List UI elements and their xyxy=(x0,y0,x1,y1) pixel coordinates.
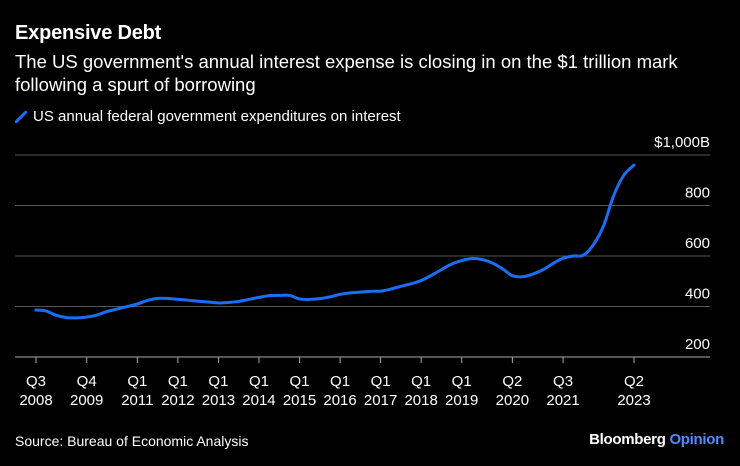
legend: US annual federal government expenditure… xyxy=(15,108,401,125)
y-tick-label: 600 xyxy=(685,235,710,252)
chart-title: Expensive Debt xyxy=(15,22,162,44)
brand-suffix: Opinion xyxy=(669,431,724,448)
x-tick-year: 2016 xyxy=(323,392,356,409)
series-line xyxy=(34,163,636,320)
x-tick-year: 2017 xyxy=(364,392,397,409)
brand-name: Bloomberg xyxy=(589,431,666,448)
x-tick-year: 2015 xyxy=(283,392,316,409)
x-tick-quarter: Q1 xyxy=(371,373,391,390)
x-tick-year: 2011 xyxy=(121,392,153,409)
x-tick-year: 2023 xyxy=(617,392,650,409)
x-tick-year: 2018 xyxy=(404,392,437,409)
y-tick-label: 400 xyxy=(685,286,710,303)
x-tick-year: 2020 xyxy=(496,392,529,409)
legend-label: US annual federal government expenditure… xyxy=(33,108,401,125)
x-tick-quarter: Q1 xyxy=(452,373,472,390)
x-tick-quarter: Q1 xyxy=(168,373,188,390)
y-tick-label: 200 xyxy=(685,336,710,353)
x-tick-quarter: Q2 xyxy=(502,373,522,390)
chart-subtitle: The US government's annual interest expe… xyxy=(15,51,678,95)
x-tick-quarter: Q1 xyxy=(290,373,310,390)
x-tick-year: 2021 xyxy=(546,392,579,409)
x-tick-quarter: Q1 xyxy=(411,373,431,390)
x-tick-year: 2014 xyxy=(242,392,275,409)
x-tick-quarter: Q4 xyxy=(77,373,97,390)
x-tick-quarter: Q1 xyxy=(330,373,350,390)
x-tick-quarter: Q3 xyxy=(26,373,46,390)
source-note: Source: Bureau of Economic Analysis xyxy=(15,433,249,449)
x-tick-year: 2019 xyxy=(445,392,478,409)
y-tick-label: 800 xyxy=(685,185,710,202)
brand-logo: Bloomberg Opinion xyxy=(589,431,724,448)
x-tick-quarter: Q1 xyxy=(249,373,269,390)
legend-swatch xyxy=(15,110,27,123)
x-tick-quarter: Q3 xyxy=(553,373,573,390)
x-tick-quarter: Q2 xyxy=(624,373,644,390)
x-tick-year: 2009 xyxy=(70,392,103,409)
y-tick-label: $1,000B xyxy=(654,134,710,151)
x-tick-quarter: Q1 xyxy=(127,373,147,390)
x-tick-year: 2012 xyxy=(161,392,194,409)
x-tick-year: 2013 xyxy=(202,392,235,409)
x-tick-quarter: Q1 xyxy=(208,373,228,390)
x-tick-year: 2008 xyxy=(19,392,52,409)
